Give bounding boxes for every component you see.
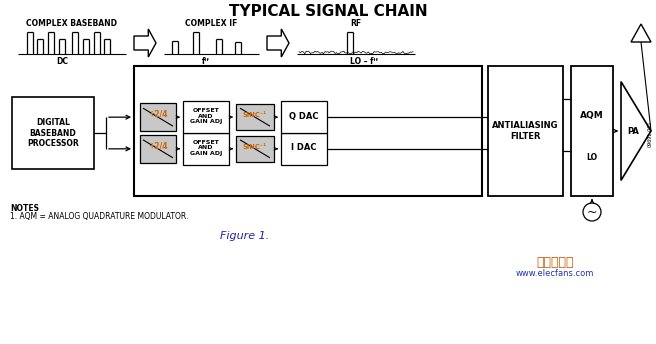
Bar xyxy=(140,135,176,163)
Text: fᴵᶠ: fᴵᶠ xyxy=(202,56,211,65)
Bar xyxy=(140,103,176,131)
Text: OFFSET
AND
GAIN ADJ: OFFSET AND GAIN ADJ xyxy=(190,108,222,125)
Text: COMPLEX BASEBAND: COMPLEX BASEBAND xyxy=(26,20,117,29)
Bar xyxy=(488,66,563,196)
Text: DIGITAL
BASEBAND
PROCESSOR: DIGITAL BASEBAND PROCESSOR xyxy=(27,118,79,148)
Polygon shape xyxy=(267,29,289,57)
Text: TYPICAL SIGNAL CHAIN: TYPICAL SIGNAL CHAIN xyxy=(229,4,427,20)
Text: DC: DC xyxy=(56,56,68,65)
Text: ÷2/4: ÷2/4 xyxy=(148,110,168,119)
Bar xyxy=(571,66,613,196)
Text: Figure 1.: Figure 1. xyxy=(220,231,270,241)
Bar xyxy=(12,97,94,169)
Bar xyxy=(236,136,274,162)
Polygon shape xyxy=(134,29,156,57)
Bar xyxy=(281,101,327,133)
Text: LO – fᴵᶠ: LO – fᴵᶠ xyxy=(350,56,379,65)
Text: NOTES: NOTES xyxy=(10,204,39,213)
Text: PA: PA xyxy=(627,127,639,136)
Text: www.elecfans.com: www.elecfans.com xyxy=(516,269,594,279)
Bar xyxy=(183,101,229,133)
Polygon shape xyxy=(631,24,651,42)
Polygon shape xyxy=(621,82,651,180)
Text: Q DAC: Q DAC xyxy=(289,112,319,121)
Text: LO: LO xyxy=(586,152,598,161)
Text: ANTIALIASING
FILTER: ANTIALIASING FILTER xyxy=(492,121,559,141)
Text: AQM: AQM xyxy=(580,111,604,120)
Text: 1. AQM = ANALOG QUADRATURE MODULATOR.: 1. AQM = ANALOG QUADRATURE MODULATOR. xyxy=(10,212,188,221)
Text: OFFSET
AND
GAIN ADJ: OFFSET AND GAIN ADJ xyxy=(190,140,222,156)
Text: RF: RF xyxy=(350,20,361,29)
Text: COMPLEX IF: COMPLEX IF xyxy=(185,20,237,29)
Text: ~: ~ xyxy=(586,205,597,218)
Text: 09691-001: 09691-001 xyxy=(647,121,653,147)
Text: ÷2/4: ÷2/4 xyxy=(148,141,168,150)
Bar xyxy=(134,66,482,196)
Text: I DAC: I DAC xyxy=(291,143,317,152)
Bar xyxy=(236,104,274,130)
Bar xyxy=(183,133,229,165)
Bar xyxy=(281,133,327,165)
Text: SINC⁻¹: SINC⁻¹ xyxy=(243,144,267,150)
Text: 电子发烧友: 电子发烧友 xyxy=(536,256,574,269)
Text: SINC⁻¹: SINC⁻¹ xyxy=(243,112,267,118)
